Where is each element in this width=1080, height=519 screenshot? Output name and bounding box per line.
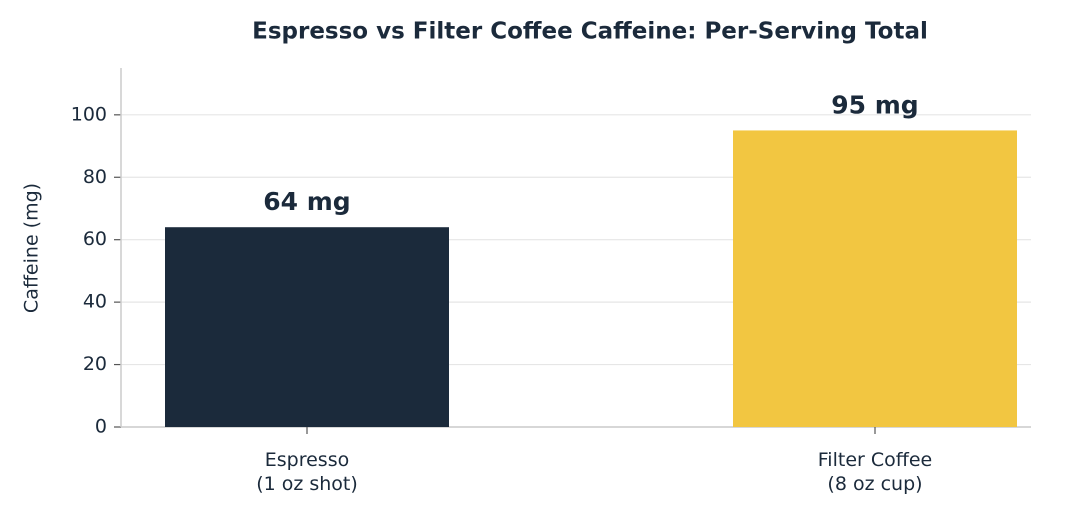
y-tick-label: 0 <box>95 416 107 438</box>
value-label: 64 mg <box>263 187 350 216</box>
y-tick-label: 80 <box>83 166 107 188</box>
bar <box>733 130 1017 427</box>
y-tick-label: 100 <box>71 103 107 125</box>
y-tick-label: 20 <box>83 353 107 375</box>
bar <box>165 227 449 427</box>
chart-title: Espresso vs Filter Coffee Caffeine: Per-… <box>252 19 928 45</box>
x-tick-label: Espresso (1 oz shot) <box>256 449 358 495</box>
y-tick-label: 40 <box>83 291 107 313</box>
value-label: 95 mg <box>831 90 918 119</box>
y-axis-label: Caffeine (mg) <box>21 183 43 313</box>
y-tick-label: 60 <box>83 228 107 250</box>
x-tick-label: Filter Coffee (8 oz cup) <box>818 449 932 495</box>
